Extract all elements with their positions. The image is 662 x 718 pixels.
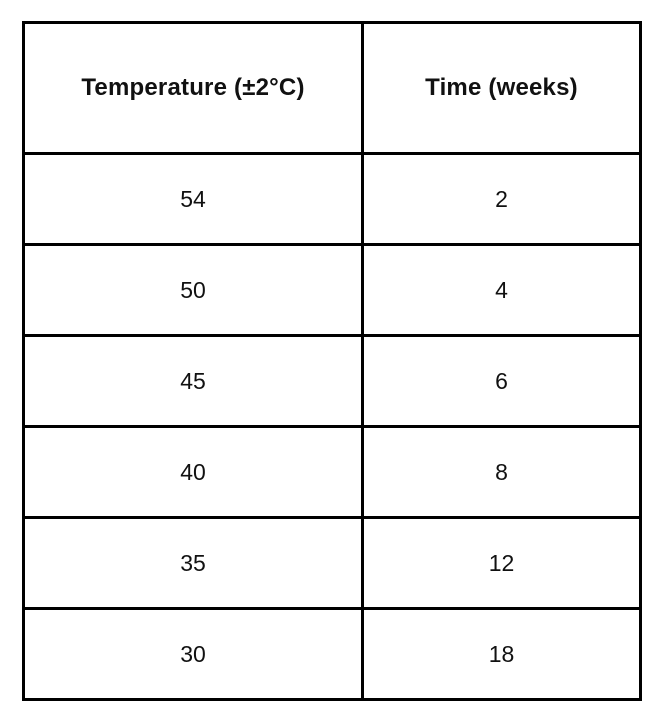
- column-header-temperature: Temperature (±2°C): [22, 21, 364, 155]
- table-row: 54 2: [22, 152, 642, 246]
- table-row: 30 18: [22, 607, 642, 701]
- temperature-time-table: Temperature (±2°C) Time (weeks) 54 2 50 4 45…: [22, 21, 642, 701]
- table-cell-temperature: 50: [22, 243, 364, 337]
- table-cell-time: 6: [361, 334, 642, 428]
- table-cell-time: 2: [361, 152, 642, 246]
- table-cell-temperature: 40: [22, 425, 364, 519]
- table-row: 35 12: [22, 516, 642, 610]
- table-body: 54 2 50 4 45 6 40 8 35 12 30 18: [22, 152, 642, 701]
- column-header-time: Time (weeks): [361, 21, 642, 155]
- table-cell-time: 8: [361, 425, 642, 519]
- table-cell-temperature: 54: [22, 152, 364, 246]
- table-cell-time: 18: [361, 607, 642, 701]
- table-row: 50 4: [22, 243, 642, 337]
- table-container: Temperature (±2°C) Time (weeks) 54 2 50 4 45…: [22, 21, 642, 701]
- table-row: 45 6: [22, 334, 642, 428]
- header-row: Temperature (±2°C) Time (weeks): [22, 21, 642, 155]
- table-cell-temperature: 45: [22, 334, 364, 428]
- table-row: 40 8: [22, 425, 642, 519]
- table-cell-time: 4: [361, 243, 642, 337]
- table-cell-temperature: 35: [22, 516, 364, 610]
- table-cell-time: 12: [361, 516, 642, 610]
- table-cell-temperature: 30: [22, 607, 364, 701]
- table-header: Temperature (±2°C) Time (weeks): [22, 21, 642, 155]
